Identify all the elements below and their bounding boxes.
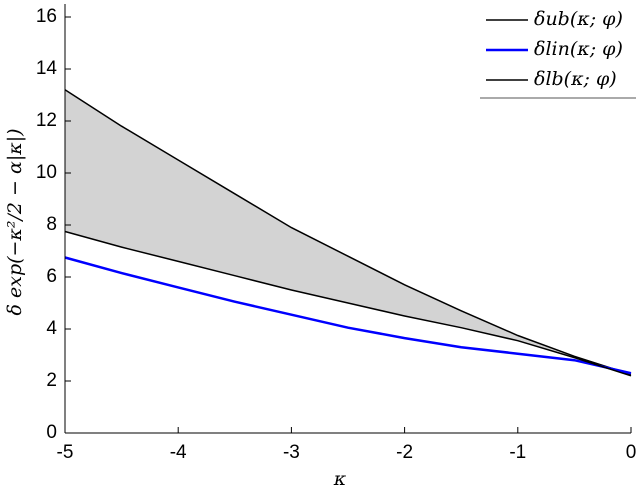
y-tick-label: 4 bbox=[46, 318, 57, 339]
legend-label: δlin(κ; φ) bbox=[534, 38, 623, 60]
x-tick-label: -4 bbox=[170, 442, 187, 463]
y-tick-label: 2 bbox=[46, 370, 57, 391]
legend-label: δub(κ; φ) bbox=[534, 8, 623, 30]
y-tick-label: 0 bbox=[46, 422, 57, 443]
legend-label: δlb(κ; φ) bbox=[534, 68, 617, 90]
y-tick-label: 10 bbox=[36, 162, 57, 183]
series-line bbox=[64, 230, 632, 377]
y-axis-label: δ exp(−κ²/2 − α|κ|) bbox=[4, 128, 26, 315]
y-tick-label: 8 bbox=[46, 214, 57, 235]
y-tick-label: 14 bbox=[36, 58, 58, 79]
x-tick-label: 0 bbox=[626, 442, 637, 463]
x-tick-label: -2 bbox=[396, 442, 413, 463]
band-fill bbox=[65, 89, 631, 376]
x-tick-label: -5 bbox=[57, 442, 74, 463]
x-tick-label: -3 bbox=[283, 442, 300, 463]
x-tick-label: -1 bbox=[509, 442, 526, 463]
series-line bbox=[64, 89, 632, 376]
y-tick-label: 6 bbox=[46, 266, 57, 287]
x-axis-label: κ bbox=[333, 468, 347, 490]
series-line bbox=[64, 256, 632, 375]
y-tick-label: 12 bbox=[36, 110, 57, 131]
y-tick-label: 16 bbox=[36, 6, 57, 27]
